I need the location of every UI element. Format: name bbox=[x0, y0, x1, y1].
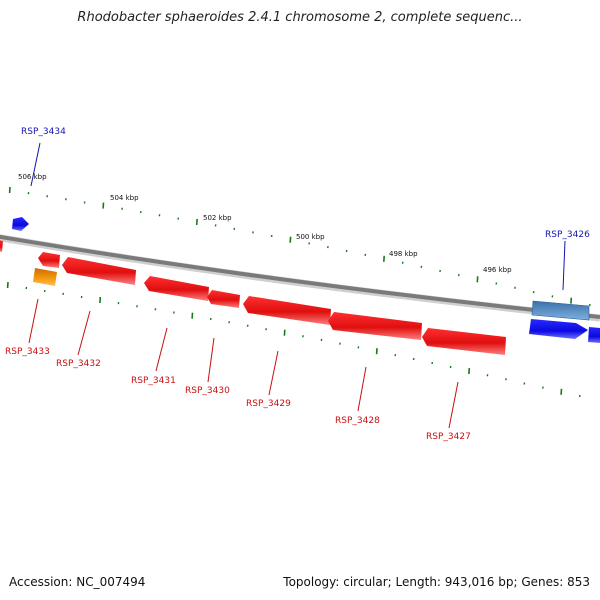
gene-label-rsp3434[interactable]: RSP_3434 bbox=[21, 127, 66, 137]
topology-summary: Topology: circular; Length: 943,016 bp; … bbox=[283, 575, 590, 589]
inner-tick-ring bbox=[6, 281, 581, 398]
scale-label: 500 kbp bbox=[296, 233, 325, 241]
scale-label: 496 kbp bbox=[483, 266, 512, 274]
gene-rsp3429[interactable] bbox=[243, 296, 331, 325]
gene-reverse-edge[interactable] bbox=[0, 240, 3, 252]
gene-label-rsp3432[interactable]: RSP_3432 bbox=[56, 359, 101, 369]
gene-rsp3427[interactable] bbox=[422, 328, 506, 355]
gene-rsp3433[interactable] bbox=[33, 268, 57, 286]
gene-rsp3431[interactable] bbox=[144, 276, 209, 301]
gene-rsp3433-red[interactable] bbox=[38, 252, 60, 268]
gene-label-rsp3427[interactable]: RSP_3427 bbox=[426, 432, 471, 442]
gene-forward-segment[interactable] bbox=[529, 319, 588, 339]
gene-label-rsp3433[interactable]: RSP_3433 bbox=[5, 347, 50, 357]
map-title: Rhodobacter sphaeroides 2.4.1 chromosome… bbox=[77, 10, 523, 25]
gene-rsp3428[interactable] bbox=[328, 312, 422, 340]
gene-rsp3432[interactable] bbox=[62, 257, 136, 285]
scale-label: 504 kbp bbox=[110, 194, 139, 202]
gene-label-rsp3426[interactable]: RSP_3426 bbox=[545, 230, 590, 240]
scale-label: 502 kbp bbox=[203, 214, 232, 222]
gene-forward-segment-edge[interactable] bbox=[588, 327, 600, 343]
gene-label-rsp3430[interactable]: RSP_3430 bbox=[185, 386, 230, 396]
outer-tick-ring bbox=[8, 186, 591, 307]
scale-label: 498 kbp bbox=[389, 250, 418, 258]
gene-rsp3426[interactable] bbox=[531, 300, 590, 321]
gene-label-rsp3429[interactable]: RSP_3429 bbox=[246, 399, 291, 409]
gene-label-rsp3431[interactable]: RSP_3431 bbox=[131, 376, 176, 386]
gene-rsp3430[interactable] bbox=[207, 290, 240, 308]
gene-label-rsp3428[interactable]: RSP_3428 bbox=[335, 416, 380, 426]
gene-rsp3434[interactable] bbox=[12, 217, 29, 231]
accession-text: Accession: NC_007494 bbox=[9, 575, 146, 589]
